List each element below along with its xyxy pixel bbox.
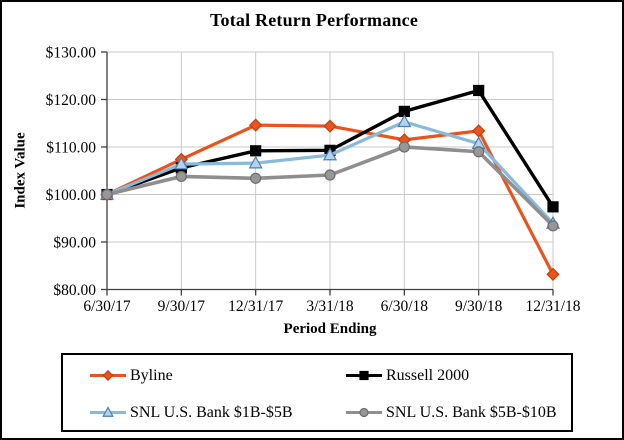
marker-russell-2000 [473,84,485,97]
marker-byline [323,119,337,133]
y-tick-label: $130.00 [46,45,97,62]
legend-label-byline: Byline [130,366,173,384]
y-tick-label: $110.00 [46,140,96,157]
y-tick-label: $120.00 [46,92,97,109]
x-tick-label: 3/31/18 [306,298,354,315]
legend-marker-byline-icon [90,370,126,381]
marker-snl-u-s-bank-1b-5b [322,147,338,161]
legend-glyph-snl-u-s-bank-1b-5b [102,406,114,417]
y-tick-label: $100.00 [46,187,97,204]
legend-item-snl-u-s-bank-5b-10b: SNL U.S. Bank $5B-$10B [345,404,571,422]
marker-byline [472,124,486,138]
legend-marker-russell-2000-icon [346,370,382,381]
legend: Byline Russell 2000 SNL U.S. Bank $1B-$5B S… [61,353,573,432]
x-axis-title: Period Ending [283,321,377,337]
y-tick-label: $90.00 [53,235,96,252]
marker-byline [546,267,560,281]
marker-russell-2000 [547,201,559,213]
marker-byline [249,118,263,132]
legend-item-russell-2000: Russell 2000 [345,367,571,385]
legend-glyph-snl-u-s-bank-5b-10b [359,407,369,418]
legend-label-snl-u-s-bank-5b-10b: SNL U.S. Bank $5B-$10B [386,403,557,421]
x-tick-label: 6/30/18 [381,298,429,315]
marker-snl-u-s-bank-5b-10b [398,141,410,153]
marker-russell-2000 [250,145,262,157]
x-tick-label: 9/30/17 [158,298,206,315]
x-tick-label: 12/31/17 [228,298,283,315]
legend-item-byline: Byline [89,367,345,385]
marker-snl-u-s-bank-5b-10b [324,169,336,181]
marker-snl-u-s-bank-5b-10b [175,170,187,183]
legend-glyph-russell-2000 [359,370,369,381]
legend-label-russell-2000: Russell 2000 [386,366,470,384]
legend-label-snl-u-s-bank-1b-5b: SNL U.S. Bank $1B-$5B [130,403,293,421]
marker-snl-u-s-bank-1b-5b [397,114,412,128]
chart-title: Total Return Performance [209,10,419,30]
marker-snl-u-s-bank-5b-10b [473,146,485,158]
x-tick-label: 12/31/18 [525,298,580,315]
legend-grid: Byline Russell 2000 SNL U.S. Bank $1B-$5B S… [63,355,571,431]
legend-marker-snl-u-s-bank-5b-10b-icon [346,407,382,418]
marker-snl-u-s-bank-5b-10b [101,188,113,201]
x-tick-label: 9/30/18 [455,298,503,315]
marker-snl-u-s-bank-1b-5b [248,155,263,169]
legend-glyph-byline [102,370,114,381]
legend-item-snl-u-s-bank-1b-5b: SNL U.S. Bank $1B-$5B [89,404,345,422]
legend-marker-snl-u-s-bank-1b-5b-icon [90,406,126,417]
x-tick-label: 6/30/17 [83,298,131,315]
y-tick-label: $80.00 [53,282,96,299]
marker-snl-u-s-bank-1b-5b [174,156,189,170]
marker-snl-u-s-bank-5b-10b [547,220,559,232]
marker-snl-u-s-bank-5b-10b [250,172,262,184]
